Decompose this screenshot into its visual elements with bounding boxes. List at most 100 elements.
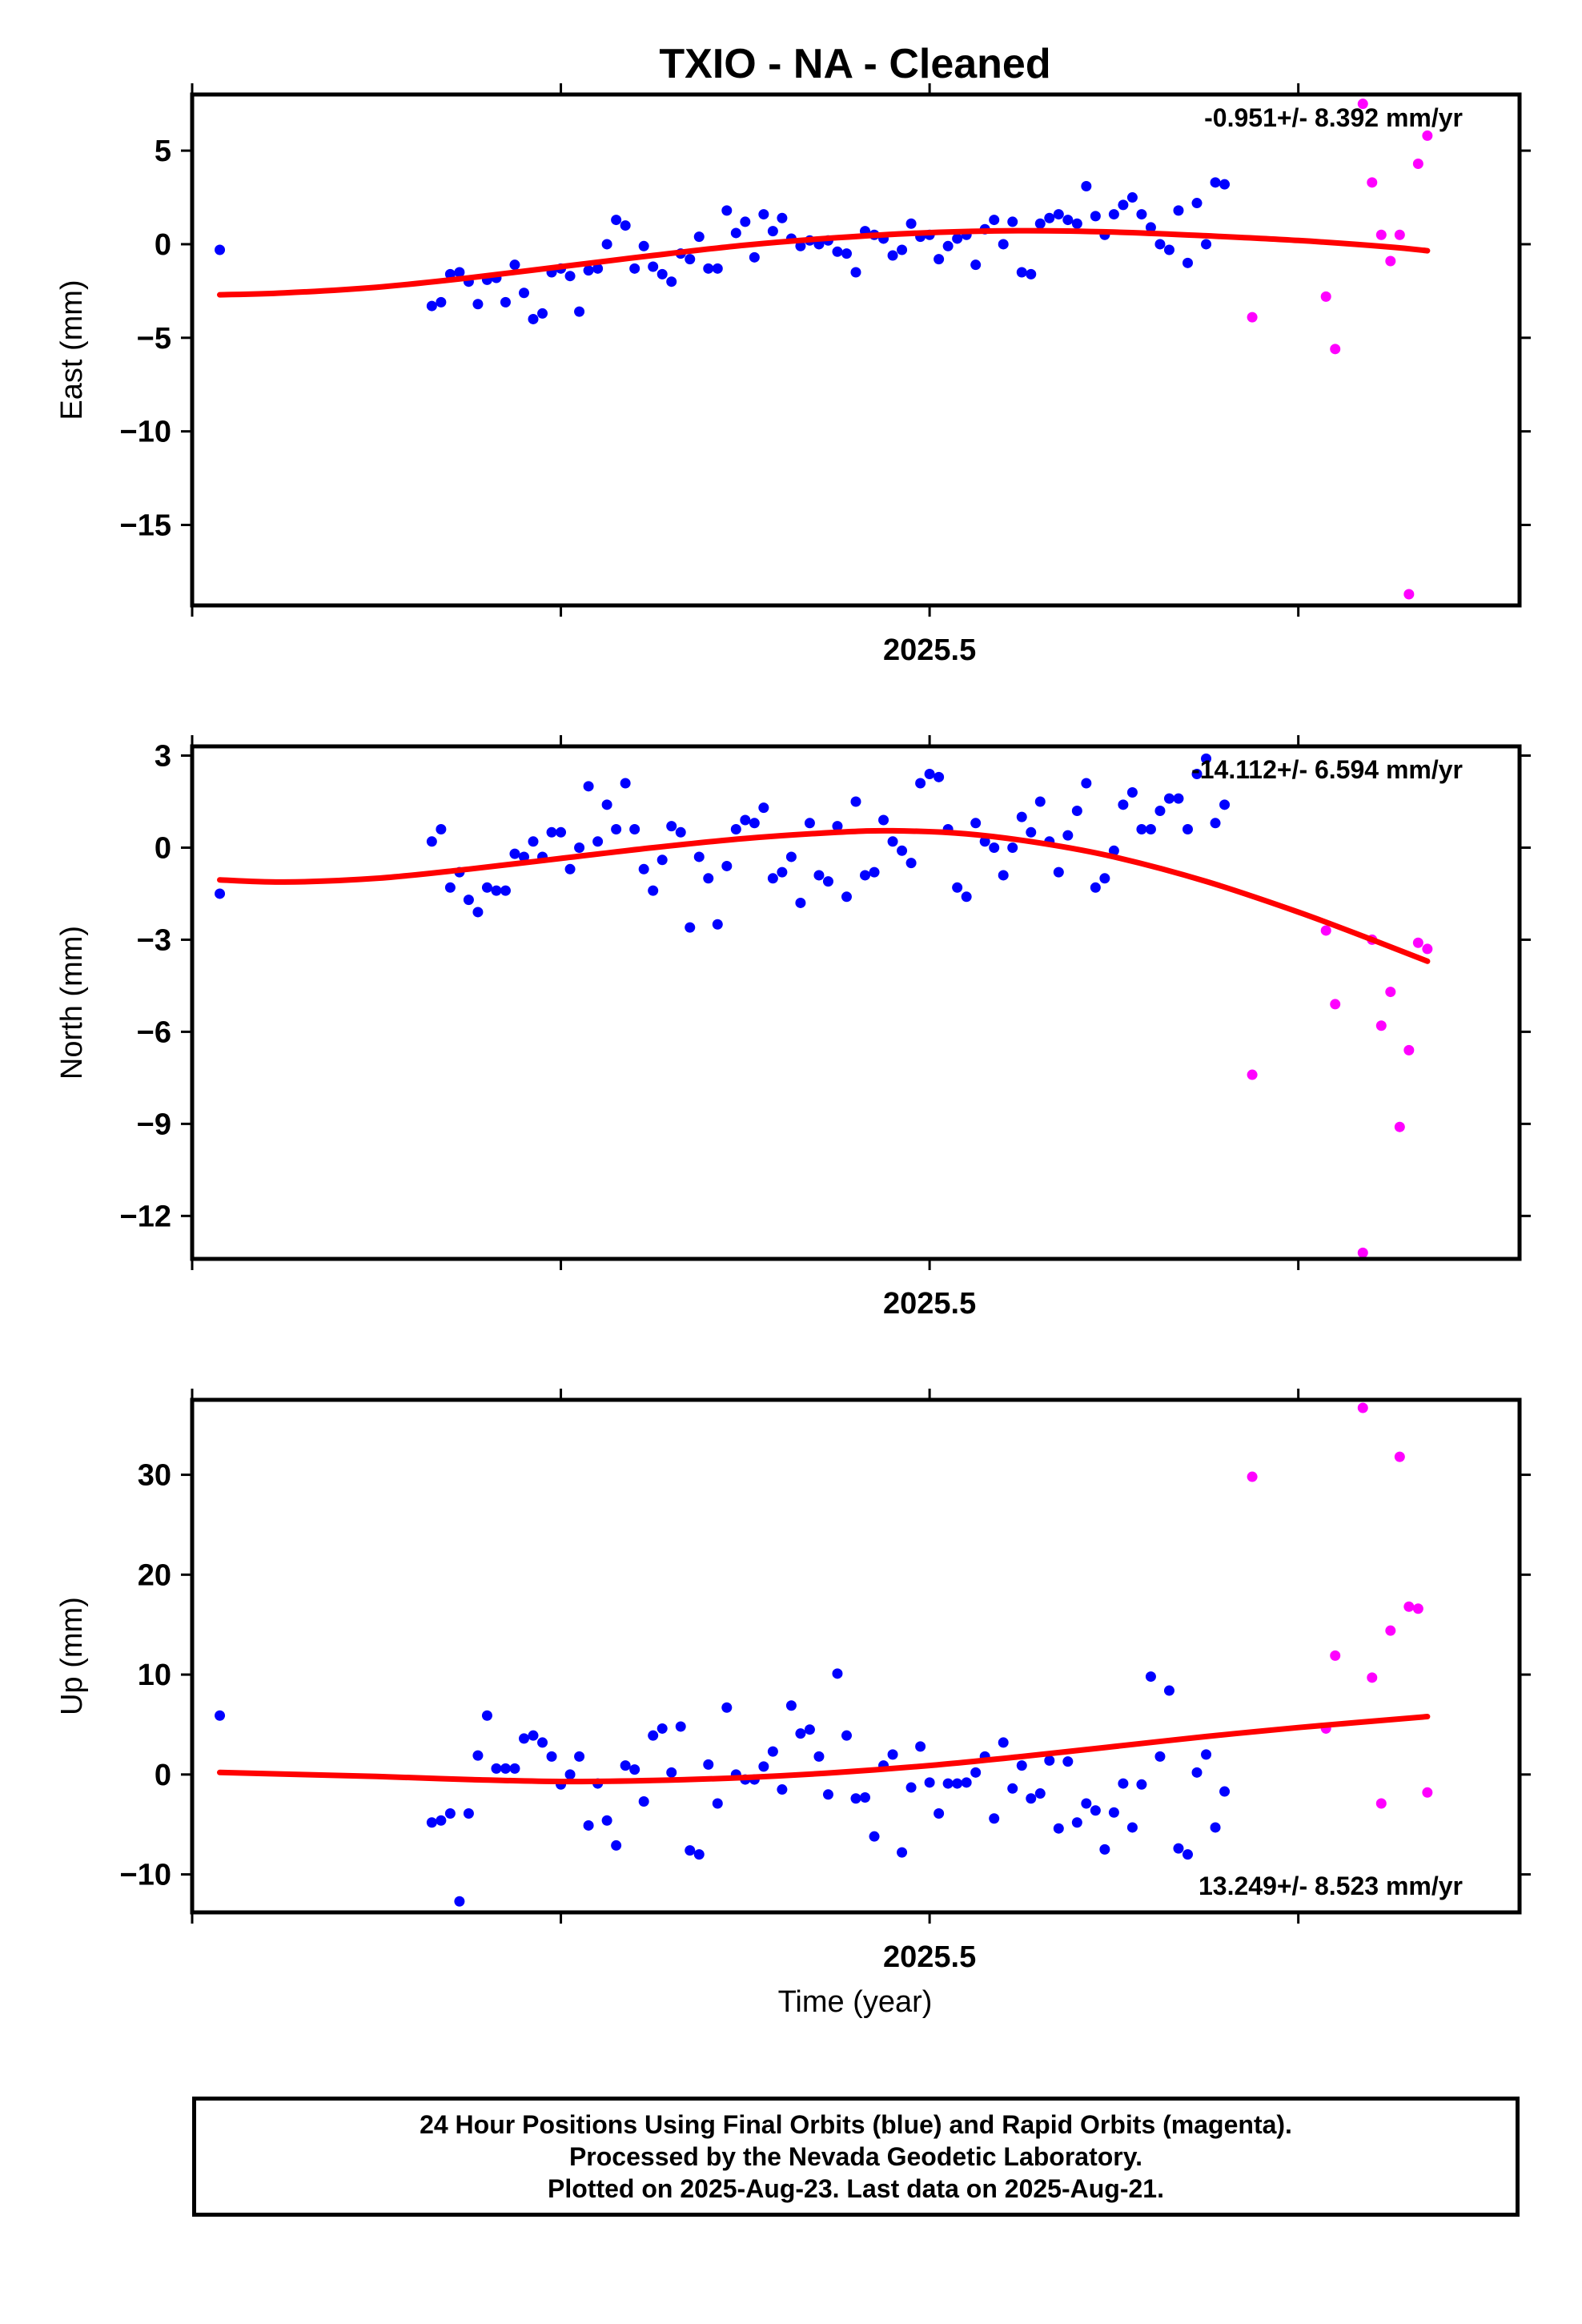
north-final-point (481, 882, 492, 893)
east-final-point (850, 267, 861, 278)
up-final-point (1154, 1751, 1166, 1762)
panels: 5 0 −5 −10 −15 2025.5 East (mm) -0.951+/- 8.392… (55, 83, 1531, 1974)
north-final-point (1081, 778, 1092, 789)
north-final-point (924, 768, 935, 779)
east-final-point (1219, 179, 1231, 190)
north-rate-annotation: -14.112+/- 6.594 mm/yr (1191, 755, 1463, 784)
east-rapid-point (1403, 589, 1415, 600)
north-rapid-point (1247, 1069, 1258, 1080)
east-final-point (528, 313, 539, 324)
up-final-point (1173, 1843, 1184, 1854)
up-final-point (1016, 1760, 1027, 1771)
east-final-point (583, 265, 594, 276)
east-final-point (648, 261, 659, 272)
north-final-point (832, 821, 843, 832)
up-final-point (1210, 1822, 1221, 1833)
east-final-point (1062, 215, 1074, 226)
east-final-point (574, 306, 585, 317)
north-final-point (777, 866, 788, 878)
east-final-point (592, 263, 604, 274)
north-final-point (574, 842, 585, 853)
up-final-point (601, 1815, 612, 1826)
north-final-point (1108, 845, 1119, 856)
east-ytick-label: −5 (137, 322, 171, 356)
east-final-point (1201, 239, 1212, 250)
north-final-point (601, 799, 612, 810)
panel-up: 30 20 10 0 −10 2025.5 Up (mm) 13.249+/- 8.523 m… (55, 1389, 1531, 1974)
up-xtick-label: 2025.5 (883, 1940, 976, 1974)
north-final-point (878, 814, 889, 826)
north-final-point (564, 863, 576, 875)
east-final-point (693, 231, 705, 243)
up-rate-annotation: 13.249+/- 8.523 mm/yr (1199, 1872, 1463, 1900)
north-final-point (592, 836, 604, 847)
up-final-point (436, 1815, 447, 1826)
east-final-point (519, 287, 529, 299)
east-final-point (564, 271, 576, 282)
north-final-point (472, 907, 484, 918)
up-final-point (519, 1733, 529, 1744)
east-final-point (795, 240, 806, 251)
east-rapid-point (1367, 177, 1378, 188)
north-rapid-point (1422, 943, 1433, 955)
north-final-point (712, 919, 723, 930)
up-rapid-point (1422, 1787, 1433, 1798)
north-final-point (648, 885, 659, 896)
north-final-point (979, 836, 990, 847)
east-final-point (436, 296, 447, 308)
north-final-point (1053, 866, 1064, 878)
north-rapid-point (1394, 1121, 1405, 1132)
north-final-point (436, 823, 447, 834)
east-final-point (998, 239, 1009, 250)
up-final-point (1145, 1671, 1156, 1683)
north-final-point (998, 870, 1009, 881)
up-final-point (887, 1749, 898, 1760)
up-final-point (444, 1807, 456, 1819)
north-final-point (1210, 818, 1221, 829)
north-final-point (1026, 826, 1037, 838)
north-final-point (1191, 768, 1203, 779)
east-final-point (601, 239, 612, 250)
east-final-point (500, 296, 511, 308)
north-final-point (897, 845, 908, 856)
east-final-point (656, 268, 668, 279)
north-final-point (491, 885, 502, 896)
up-final-point (1081, 1798, 1092, 1809)
east-final-point (629, 263, 640, 274)
north-final-point (703, 873, 714, 884)
east-final-point (426, 300, 437, 312)
up-final-point (1108, 1807, 1119, 1818)
up-final-point (656, 1723, 668, 1734)
east-final-point (1145, 222, 1156, 233)
north-final-point (629, 823, 640, 834)
east-final-point (777, 212, 788, 223)
east-final-point (721, 205, 733, 216)
north-final-point (952, 882, 963, 893)
east-final-point (537, 308, 548, 319)
up-ytick-label: 0 (155, 1759, 171, 1792)
up-final-point (1163, 1685, 1174, 1696)
up-final-point (822, 1789, 833, 1800)
east-final-point (685, 254, 696, 265)
up-rapid-point (1394, 1451, 1405, 1462)
up-final-point (795, 1728, 806, 1739)
up-final-point (426, 1817, 437, 1828)
up-final-point (500, 1763, 511, 1774)
north-final-point (1182, 823, 1193, 834)
east-final-point (454, 267, 465, 278)
up-final-point (629, 1764, 640, 1775)
up-final-point (611, 1839, 622, 1851)
north-ytick-label: 3 (155, 739, 171, 773)
north-final-point (528, 836, 539, 847)
up-final-point (481, 1710, 492, 1721)
up-final-point (491, 1763, 502, 1774)
panel-east: 5 0 −5 −10 −15 2025.5 East (mm) -0.951+/- 8.392… (55, 83, 1531, 667)
east-final-point (620, 220, 631, 231)
up-final-point (638, 1796, 649, 1807)
up-final-point (934, 1807, 945, 1819)
east-ytick-label: 5 (155, 135, 171, 168)
up-data (215, 1402, 1433, 1907)
up-final-point (703, 1759, 714, 1770)
footer-line-orbits: 24 Hour Positions Using Final Orbits (bl… (420, 2110, 1292, 2139)
